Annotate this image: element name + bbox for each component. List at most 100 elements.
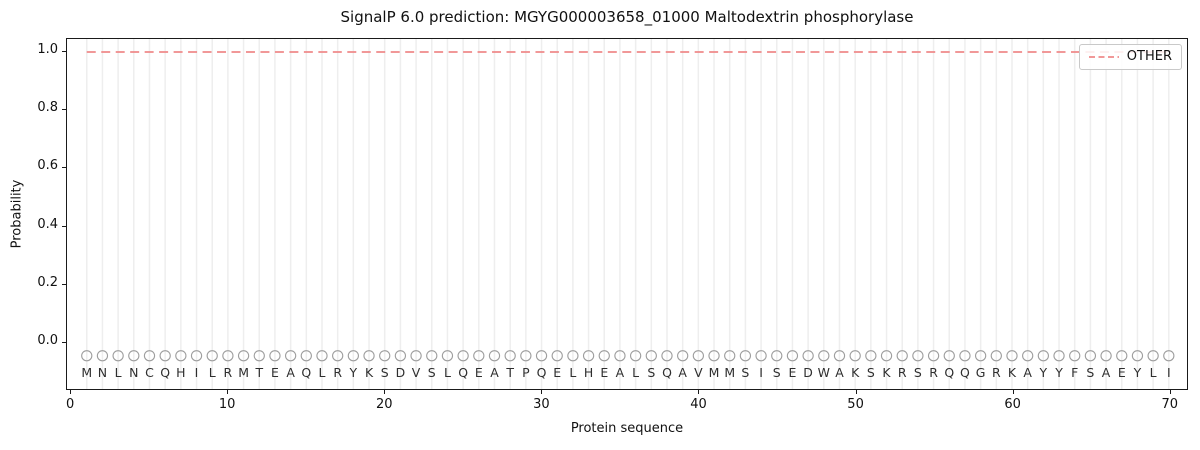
residue-marker [410, 350, 422, 362]
residue-marker [551, 350, 563, 362]
residue-letter: E [475, 365, 483, 380]
residue-letter: K [1008, 365, 1017, 380]
residue-letter: Q [960, 365, 970, 380]
residue-letter: L [1150, 365, 1157, 380]
residue-marker [1131, 350, 1144, 362]
residue-letter: R [929, 365, 938, 380]
residue-letter: S [428, 365, 436, 380]
residue-letter: K [851, 365, 860, 380]
residue-marker [206, 350, 218, 362]
x-tick-mark [1169, 390, 1171, 394]
residue-letter: Q [160, 365, 170, 380]
x-tick-mark [541, 390, 543, 394]
residue-letter: Q [301, 365, 311, 380]
residue-marker [175, 350, 187, 362]
x-tick-label: 70 [1161, 397, 1179, 412]
residue-letter: M [709, 365, 720, 380]
residue-marker [1037, 350, 1049, 362]
residue-marker [755, 350, 767, 362]
residue-letter: R [992, 365, 1001, 380]
y-tick-label: 0.6 [37, 158, 58, 174]
residue-letter: T [254, 365, 263, 380]
x-tick-label: 20 [376, 397, 393, 412]
residue-marker [284, 350, 297, 362]
residue-marker [159, 350, 171, 362]
residue-letter: S [1086, 365, 1094, 380]
residue-marker [1147, 350, 1159, 362]
residue-letter: D [803, 365, 813, 380]
residue-marker [1006, 350, 1018, 362]
residue-letter: Y [1054, 365, 1063, 380]
residue-letter: E [1118, 365, 1126, 380]
x-tick-label: 60 [1004, 397, 1021, 412]
residue-marker [567, 350, 579, 362]
residue-marker [332, 350, 344, 362]
residue-marker [128, 350, 140, 362]
residue-marker [300, 350, 312, 362]
residue-letter: L [209, 365, 216, 380]
residue-letter: G [976, 365, 986, 380]
residue-marker [896, 350, 908, 362]
x-tick-mark [1012, 390, 1014, 394]
residue-letter: Q [944, 365, 954, 380]
residue-marker [974, 350, 987, 362]
residue-letter: R [898, 365, 907, 380]
residue-marker [96, 350, 109, 362]
residue-letter: A [286, 365, 295, 380]
y-tick-mark [62, 283, 66, 285]
residue-marker [959, 350, 971, 362]
residue-marker [316, 350, 328, 362]
residue-letter: A [1102, 365, 1111, 380]
x-tick-label: 10 [218, 397, 236, 412]
x-tick-mark [384, 390, 386, 394]
residue-marker [143, 350, 156, 362]
legend-label: OTHER [1126, 49, 1172, 64]
residue-marker [520, 350, 532, 362]
x-tick-label: 0 [65, 397, 75, 412]
residue-letter: Y [1133, 365, 1142, 380]
residue-marker [614, 350, 626, 362]
residue-marker [535, 350, 548, 362]
residue-letter: W [818, 365, 830, 380]
residue-marker [441, 350, 454, 362]
residue-letter: Y [349, 365, 358, 380]
legend-line-sample-icon [1088, 56, 1119, 58]
residue-letter: K [365, 365, 374, 380]
residue-letter: H [584, 365, 593, 380]
residue-letter: N [98, 365, 107, 380]
residue-marker [504, 350, 516, 362]
residue-letter: R [333, 365, 342, 380]
residue-marker [379, 350, 391, 362]
residue-marker [112, 350, 124, 362]
residue-letter: L [444, 365, 451, 380]
residue-letter: L [632, 365, 639, 380]
residue-letter: A [1023, 365, 1032, 380]
residue-marker [190, 350, 203, 362]
y-tick-label: 0.4 [37, 216, 58, 232]
residue-marker [598, 350, 610, 362]
residue-letter: S [914, 365, 922, 380]
x-tick-mark [698, 390, 700, 394]
residue-marker [865, 350, 877, 362]
residue-marker [488, 350, 501, 362]
y-tick-mark [62, 109, 66, 111]
residue-marker [1053, 350, 1065, 362]
residue-letter: Q [537, 365, 547, 380]
residue-letter: T [505, 365, 514, 380]
residue-marker [237, 350, 250, 362]
residue-letter: V [694, 365, 703, 380]
residue-marker [81, 350, 93, 362]
residue-marker [269, 350, 281, 362]
residue-marker [786, 350, 799, 362]
y-tick-label: 0.8 [37, 100, 58, 116]
residue-marker [457, 350, 469, 362]
residue-marker [1116, 350, 1128, 362]
x-tick-mark [227, 390, 229, 394]
residue-letter: S [381, 365, 389, 380]
x-tick-mark [70, 390, 72, 394]
residue-letter: K [882, 365, 891, 380]
residue-letter: L [319, 365, 326, 380]
residue-marker [629, 350, 642, 362]
residue-letter: Q [458, 365, 468, 380]
